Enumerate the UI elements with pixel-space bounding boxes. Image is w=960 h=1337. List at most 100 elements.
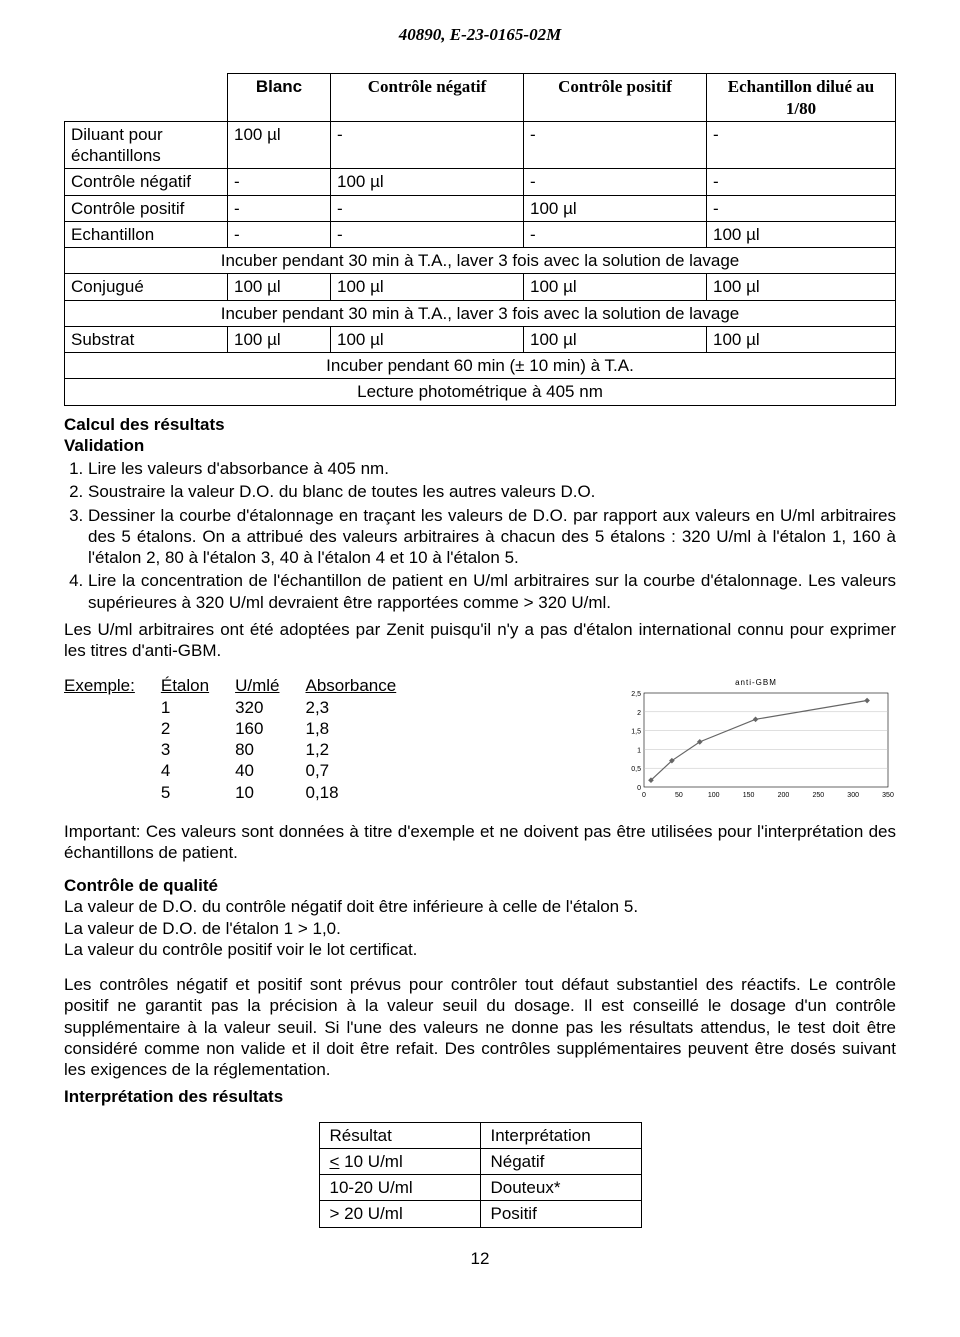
table-cell: 10-20 U/ml — [319, 1175, 480, 1201]
table-cell: 80 — [235, 739, 305, 760]
svg-text:0: 0 — [642, 792, 646, 799]
result-table: Résultat Interprétation < 10 U/mlNégatif… — [319, 1122, 642, 1228]
table-cell: - — [331, 221, 524, 247]
svg-text:2,5: 2,5 — [631, 691, 641, 698]
page-container: 40890, E-23-0165-02M Blanc Contrôle néga… — [0, 0, 960, 1337]
svg-text:0,5: 0,5 — [631, 766, 641, 773]
table-cell: Négatif — [480, 1148, 641, 1174]
validation-list: Lire les valeurs d'absorbance à 405 nm.S… — [64, 458, 896, 613]
table-spanrow: Incuber pendant 30 min à T.A., laver 3 f… — [65, 248, 896, 274]
table-cell: 40 — [235, 760, 305, 781]
list-item: Lire la concentration de l'échantillon d… — [88, 570, 896, 613]
table-cell: 100 µl — [707, 221, 896, 247]
svg-text:1,5: 1,5 — [631, 729, 641, 736]
table-cell: 100 µl — [331, 274, 524, 300]
svg-text:150: 150 — [743, 792, 755, 799]
table-cell: 2,3 — [305, 697, 422, 718]
document-header: 40890, E-23-0165-02M — [64, 24, 896, 45]
example-h1: Étalon — [161, 675, 235, 696]
example-h2: U/mlé — [235, 675, 305, 696]
qc-line: La valeur de D.O. du contrôle négatif do… — [64, 896, 896, 917]
table-cell: 3 — [161, 739, 235, 760]
table-cell: - — [524, 121, 707, 169]
chart-svg: anti-GBM00,511,522,505010015020025030035… — [616, 675, 896, 805]
table-cell: Contrôle négatif — [65, 169, 228, 195]
example-text: Exemple: Étalon U/mlé Absorbance 13202,3… — [64, 675, 606, 803]
svg-text:50: 50 — [675, 792, 683, 799]
table-cell: 4 — [161, 760, 235, 781]
table-cell: 1 — [161, 697, 235, 718]
table-cell: 5 — [161, 782, 235, 803]
table-cell: - — [331, 195, 524, 221]
table-cell: - — [228, 195, 331, 221]
table-cell: 100 µl — [228, 121, 331, 169]
table-cell: 320 — [235, 697, 305, 718]
adopt-paragraph: Les U/ml arbitraires ont été adoptées pa… — [64, 619, 896, 662]
svg-text:200: 200 — [778, 792, 790, 799]
table-header-pos: Contrôle positif — [524, 74, 707, 122]
table-cell: 100 µl — [524, 274, 707, 300]
table-header-empty — [65, 74, 228, 122]
result-header-1: Interprétation — [480, 1122, 641, 1148]
svg-text:250: 250 — [812, 792, 824, 799]
table-cell: 0,7 — [305, 760, 422, 781]
svg-text:1: 1 — [637, 748, 641, 755]
table-cell — [64, 697, 161, 718]
table-cell: Conjugué — [65, 274, 228, 300]
example-label: Exemple: — [64, 675, 161, 696]
interp-heading: Interprétation des résultats — [64, 1086, 896, 1107]
qc-paragraph: Les contrôles négatif et positif sont pr… — [64, 974, 896, 1080]
protocol-table: Blanc Contrôle négatif Contrôle positif … — [64, 73, 896, 405]
table-cell: - — [524, 221, 707, 247]
table-cell: 100 µl — [228, 326, 331, 352]
table-cell — [64, 718, 161, 739]
table-cell: < 10 U/ml — [319, 1148, 480, 1174]
table-header-neg: Contrôle négatif — [331, 74, 524, 122]
svg-text:350: 350 — [882, 792, 894, 799]
table-cell: 100 µl — [707, 326, 896, 352]
table-cell: 160 — [235, 718, 305, 739]
table-cell: Diluant pour échantillons — [65, 121, 228, 169]
table-cell: 100 µl — [707, 274, 896, 300]
table-cell: 1,8 — [305, 718, 422, 739]
table-cell: - — [524, 169, 707, 195]
table-cell: Douteux* — [480, 1175, 641, 1201]
result-header-0: Résultat — [319, 1122, 480, 1148]
example-table: Exemple: Étalon U/mlé Absorbance 13202,3… — [64, 675, 422, 803]
table-cell: 2 — [161, 718, 235, 739]
table-cell — [64, 760, 161, 781]
table-header-blanc: Blanc — [228, 74, 331, 122]
table-cell: Substrat — [65, 326, 228, 352]
table-cell: 100 µl — [524, 195, 707, 221]
table-cell: Contrôle positif — [65, 195, 228, 221]
important-paragraph: Important: Ces valeurs sont données à ti… — [64, 821, 896, 864]
example-h3: Absorbance — [305, 675, 422, 696]
table-cell: 100 µl — [524, 326, 707, 352]
table-cell: - — [331, 121, 524, 169]
table-cell: - — [707, 121, 896, 169]
svg-text:0: 0 — [637, 785, 641, 792]
table-spanrow: Incuber pendant 30 min à T.A., laver 3 f… — [65, 300, 896, 326]
table-cell: 10 — [235, 782, 305, 803]
table-cell — [64, 739, 161, 760]
example-block: Exemple: Étalon U/mlé Absorbance 13202,3… — [64, 675, 896, 810]
qc-lines: La valeur de D.O. du contrôle négatif do… — [64, 896, 896, 960]
table-cell: > 20 U/ml — [319, 1201, 480, 1227]
svg-text:anti-GBM: anti-GBM — [735, 678, 777, 687]
qc-line: La valeur de D.O. de l'étalon 1 > 1,0. — [64, 918, 896, 939]
table-cell: 0,18 — [305, 782, 422, 803]
table-cell: Echantillon — [65, 221, 228, 247]
anti-gbm-chart: anti-GBM00,511,522,505010015020025030035… — [616, 675, 896, 810]
table-header-ech: Echantillon dilué au 1/80 — [707, 74, 896, 122]
table-spanrow: Lecture photométrique à 405 nm — [65, 379, 896, 405]
table-cell: 100 µl — [331, 326, 524, 352]
svg-text:300: 300 — [847, 792, 859, 799]
table-cell: 100 µl — [331, 169, 524, 195]
table-cell: Positif — [480, 1201, 641, 1227]
validation-heading: Validation — [64, 435, 896, 456]
svg-text:100: 100 — [708, 792, 720, 799]
table-cell: - — [228, 221, 331, 247]
list-item: Soustraire la valeur D.O. du blanc de to… — [88, 481, 896, 502]
table-cell: - — [228, 169, 331, 195]
table-cell: 1,2 — [305, 739, 422, 760]
